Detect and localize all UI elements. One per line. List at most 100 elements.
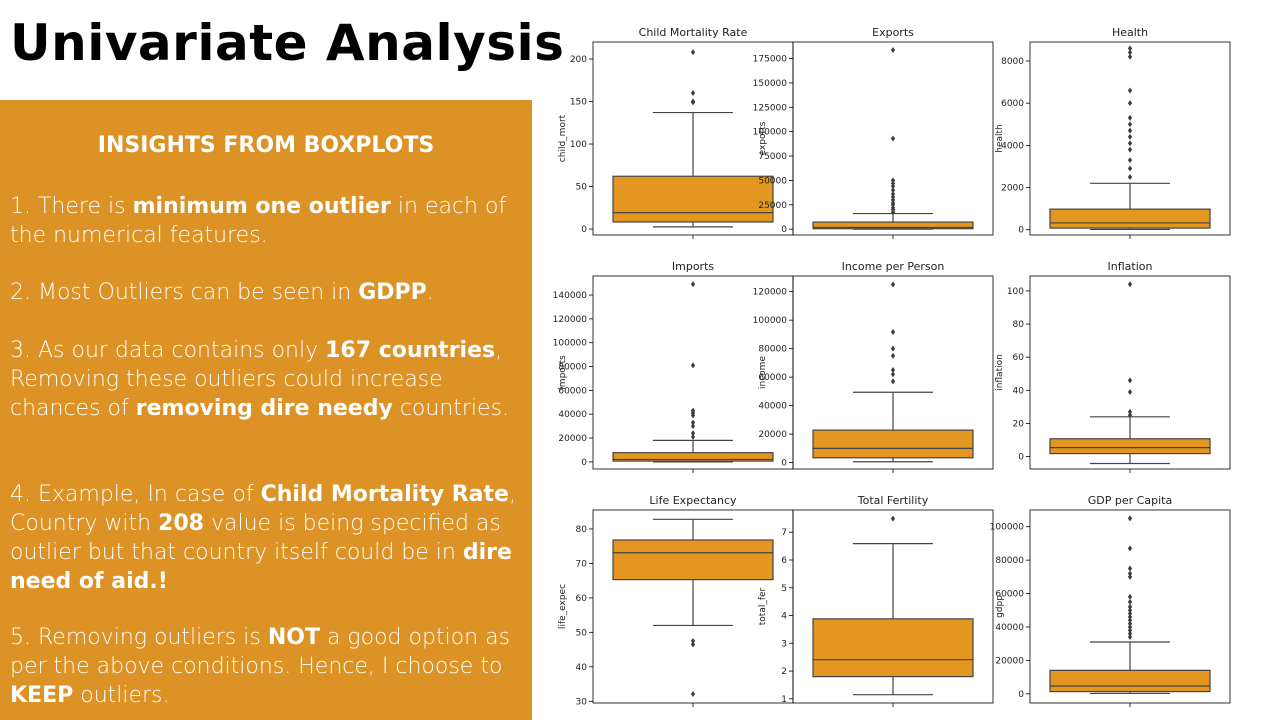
- outlier-point: [690, 430, 696, 437]
- y-tick-label: 150000: [753, 79, 788, 89]
- chart-title: Imports: [672, 260, 715, 273]
- outlier-point: [1127, 121, 1133, 128]
- y-tick-label: 100000: [990, 523, 1025, 533]
- insight-text: , Removing these outliers could increase…: [10, 338, 503, 421]
- y-axis-label: inflation: [995, 354, 1005, 391]
- y-axis-label: total_fer: [758, 587, 768, 625]
- y-tick-label: 100000: [753, 128, 788, 138]
- y-tick-label: 0: [781, 225, 787, 235]
- y-tick-label: 6000: [1001, 99, 1024, 109]
- insight-text: 3. As our data contains only: [10, 338, 326, 363]
- boxplot-health: Health health 0 2000 4000 6000 8000: [995, 26, 1231, 239]
- page-title: Univariate Analysis: [10, 14, 565, 72]
- y-tick-label: 25000: [758, 201, 787, 211]
- y-tick-label: 60: [576, 594, 588, 604]
- y-tick-label: 50: [576, 183, 588, 193]
- boxplot-total_fer: Total Fertility total_fer 1 2 3 4 5 6 7: [758, 494, 994, 707]
- iqr-box: [1049, 669, 1211, 693]
- outlier-point: [890, 177, 896, 184]
- y-tick-label: 40: [1013, 386, 1025, 396]
- y-tick-label: 100000: [553, 339, 588, 349]
- y-tick-label: 80000: [758, 345, 787, 355]
- y-tick-label: 3: [781, 639, 787, 649]
- outlier-point: [1127, 388, 1133, 395]
- outlier-point: [690, 98, 696, 105]
- y-tick-label: 0: [581, 225, 587, 235]
- y-axis-label: health: [995, 124, 1005, 153]
- y-tick-label: 60000: [758, 373, 787, 383]
- boxplot-exports: Exports exports 0 25000 50000 75000 100000 1250…: [753, 26, 994, 239]
- boxplot-gdpp: GDP per Capita gdpp 0 20000 40000 60000 80000 1…: [990, 494, 1231, 707]
- chart-title: Life Expectancy: [649, 494, 737, 507]
- insight-text: 5. Removing outliers is: [10, 625, 268, 650]
- outlier-point: [1127, 173, 1133, 180]
- y-tick-label: 80000: [995, 556, 1024, 566]
- y-tick-label: 40: [576, 663, 588, 673]
- outlier-point: [1127, 565, 1133, 572]
- insight-text: , Country with: [10, 482, 516, 536]
- iqr-box: [812, 429, 974, 459]
- insight-text: in each of the numerical features.: [10, 194, 507, 248]
- y-tick-label: 175000: [753, 55, 788, 65]
- insight-text: .: [426, 280, 434, 305]
- y-tick-label: 4000: [1001, 141, 1024, 151]
- outlier-point: [690, 362, 696, 369]
- y-tick-label: 40000: [758, 402, 787, 412]
- chart-title: Income per Person: [842, 260, 945, 273]
- insight-emphasis: GDPP: [358, 280, 427, 305]
- outlier-point: [890, 191, 896, 198]
- outlier-point: [890, 352, 896, 359]
- insight-emphasis: dire need of aid.!: [10, 540, 512, 594]
- y-tick-label: 50000: [758, 176, 787, 186]
- y-tick-label: 8000: [1001, 57, 1024, 67]
- y-tick-label: 2: [781, 667, 787, 677]
- y-tick-label: 20: [1013, 419, 1025, 429]
- y-tick-label: 100: [570, 140, 587, 150]
- y-tick-label: 70: [576, 559, 588, 569]
- outlier-point: [890, 515, 896, 522]
- y-tick-label: 0: [1018, 690, 1024, 700]
- chart-title: Health: [1112, 26, 1148, 39]
- boxplot-income: Income per Person income 0 20000 40000 60000 8…: [753, 260, 994, 473]
- insight-5: 5. Removing outliers is NOT a good optio…: [10, 623, 530, 710]
- outlier-point: [1127, 45, 1133, 52]
- insight-2: 2. Most Outliers can be seen in GDPP.: [10, 278, 530, 307]
- y-tick-label: 40000: [558, 410, 587, 420]
- insight-text: a good option as per the above condition…: [10, 625, 511, 679]
- outlier-point: [890, 378, 896, 385]
- outlier-point: [1127, 133, 1133, 140]
- outlier-point: [690, 641, 696, 648]
- iqr-box: [1049, 438, 1211, 455]
- outlier-point: [1127, 165, 1133, 172]
- outlier-point: [890, 135, 896, 142]
- y-tick-label: 6: [781, 556, 787, 566]
- outlier-point: [890, 367, 896, 374]
- insights-heading: INSIGHTS FROM BOXPLOTS: [97, 133, 435, 158]
- iqr-box: [612, 175, 774, 223]
- y-tick-label: 7: [781, 528, 787, 538]
- chart-title: GDP per Capita: [1088, 494, 1172, 507]
- y-tick-label: 50: [576, 628, 588, 638]
- insight-emphasis: 208: [158, 511, 204, 536]
- outlier-point: [890, 328, 896, 335]
- insight-text: 2. Most Outliers can be seen in: [10, 280, 359, 305]
- y-tick-label: 100: [1007, 287, 1024, 297]
- outlier-point: [1127, 100, 1133, 107]
- insights-panel: INSIGHTS FROM BOXPLOTS 1. There is minim…: [0, 100, 532, 720]
- outlier-point: [690, 407, 696, 414]
- boxplot-imports: Imports imports 0 20000 40000 60000 80000 10000…: [553, 260, 794, 473]
- y-tick-label: 2000: [1001, 184, 1024, 194]
- outlier-point: [690, 419, 696, 426]
- insight-text: value is being specified as outlier but …: [10, 511, 501, 565]
- insight-text: 4. Example, In case of: [10, 482, 261, 507]
- outlier-point: [1127, 127, 1133, 134]
- chart-title: Inflation: [1108, 260, 1153, 273]
- y-tick-label: 120000: [753, 288, 788, 298]
- outlier-point: [1127, 593, 1133, 600]
- y-tick-label: 20000: [995, 656, 1024, 666]
- chart-title: Child Mortality Rate: [639, 26, 748, 39]
- y-tick-label: 20000: [558, 434, 587, 444]
- outlier-point: [1127, 281, 1133, 288]
- iqr-box: [612, 539, 774, 581]
- chart-title: Exports: [872, 26, 914, 39]
